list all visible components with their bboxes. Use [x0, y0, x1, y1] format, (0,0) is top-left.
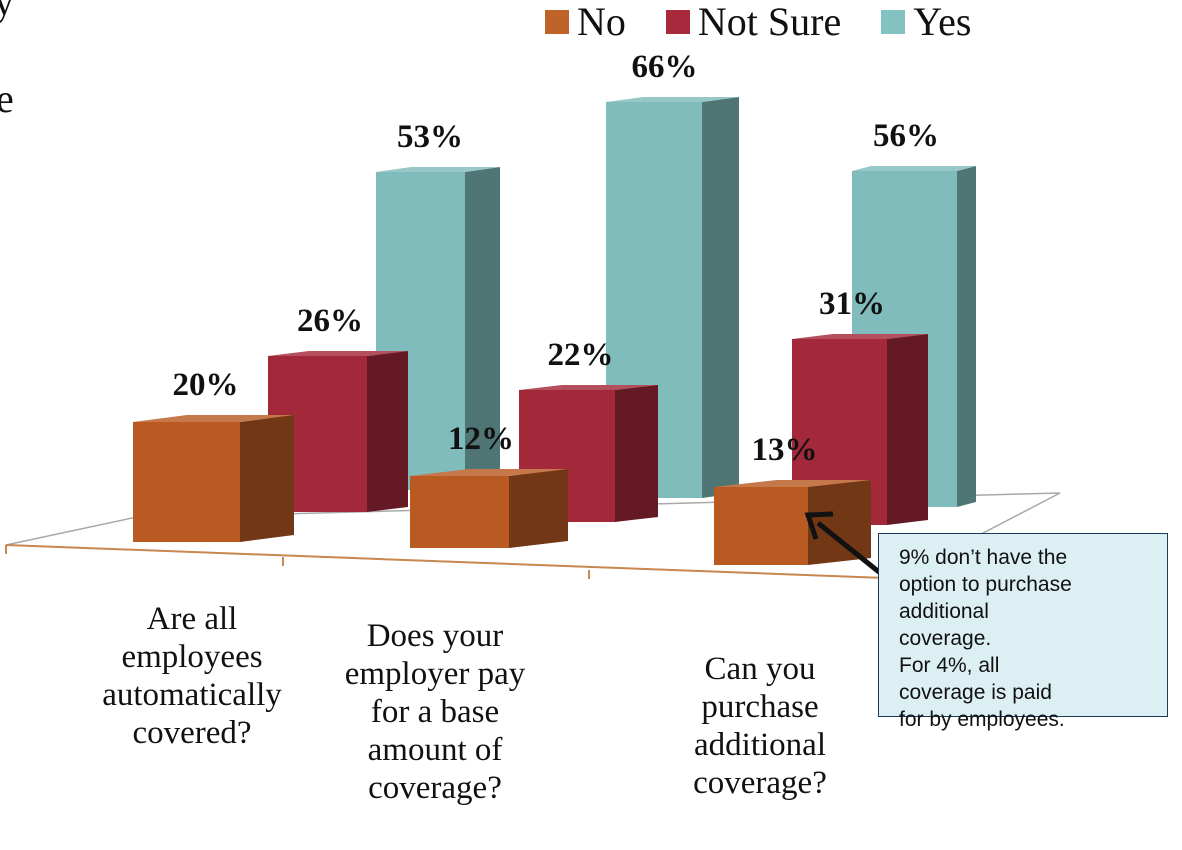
- data-label: 13%: [752, 432, 818, 468]
- category-label-2-line: coverage?: [693, 765, 827, 801]
- bar-side: [367, 351, 408, 512]
- category-label-0-line: Are all: [146, 601, 238, 637]
- bars: [133, 97, 976, 565]
- category-label-1-line: coverage?: [368, 770, 502, 806]
- bar: [410, 469, 568, 548]
- bar: [714, 480, 871, 565]
- bar-front: [410, 476, 509, 548]
- legend-swatch-no: [545, 10, 569, 34]
- legend-label-yes: Yes: [913, 0, 972, 44]
- callout-line: option to purchase: [899, 573, 1072, 596]
- cropped-letter-e: e: [0, 76, 14, 121]
- bar-side: [240, 415, 294, 542]
- bar-side: [465, 167, 500, 490]
- category-label-2-line: purchase: [701, 689, 819, 725]
- bar-side: [887, 334, 928, 525]
- bar-side: [702, 97, 739, 498]
- bar: [133, 415, 294, 542]
- bar: [606, 97, 739, 498]
- callout-box: 9% don’t have the option to purchase add…: [878, 533, 1168, 731]
- callout-line: for by employees.: [899, 708, 1065, 731]
- legend-swatch-yes: [881, 10, 906, 34]
- legend-label-not-sure: Not Sure: [697, 0, 842, 44]
- category-axis: [5, 544, 886, 579]
- bar-top: [714, 480, 871, 487]
- legend-swatch-not-sure: [665, 10, 690, 34]
- category-label-1-line: for a base: [370, 694, 500, 730]
- callout-line: additional: [899, 600, 989, 623]
- category-label-1-line: amount of: [367, 732, 503, 768]
- value-labels: 53% 66% 56% 26% 22% 31% 20% 12% 13%: [173, 49, 940, 468]
- category-label-0-line: automatically: [102, 677, 282, 713]
- legend: No Not Sure Yes: [545, 0, 1011, 44]
- category-label-0-line: employees: [121, 639, 263, 675]
- category-label-2: Can you purchase additional coverage?: [640, 650, 880, 802]
- category-label-2-line: Can you: [704, 651, 816, 687]
- cropped-letter-y: y: [0, 0, 14, 24]
- category-label-0: Are all employees automatically covered?: [72, 600, 312, 752]
- bar-side: [957, 166, 976, 507]
- bar-side: [509, 469, 568, 548]
- data-label: 56%: [873, 118, 939, 154]
- callout-line: coverage is paid: [899, 681, 1052, 704]
- arrow-head: [804, 511, 834, 540]
- category-label-1: Does your employer pay for a base amount…: [310, 617, 560, 807]
- bar-top: [133, 415, 294, 422]
- callout-line: 9% don’t have the: [899, 546, 1068, 569]
- bar-top: [792, 334, 928, 339]
- callout-line: For 4%, all: [899, 654, 1000, 677]
- data-label: 20%: [173, 367, 239, 403]
- bar-side: [615, 385, 658, 522]
- legend-item-no: No: [545, 0, 626, 44]
- bar-front: [714, 487, 808, 565]
- category-label-0-line: covered?: [132, 715, 252, 751]
- bar-top: [376, 167, 500, 172]
- bar-side: [808, 480, 871, 565]
- category-label-1-line: employer pay: [344, 656, 526, 692]
- bar-top: [410, 469, 568, 476]
- arrow-shaft: [816, 521, 886, 578]
- legend-item-not-sure: Not Sure: [665, 0, 842, 44]
- data-label: 26%: [297, 303, 363, 339]
- bar-top: [519, 385, 658, 390]
- data-label: 31%: [819, 286, 885, 322]
- bar-front: [133, 422, 240, 542]
- bar-top: [268, 351, 408, 356]
- chart-floor: [5, 492, 1061, 579]
- data-label: 12%: [448, 421, 514, 457]
- data-label: 53%: [397, 119, 463, 155]
- data-label: 22%: [548, 337, 614, 373]
- legend-label-no: No: [577, 0, 626, 44]
- callout-arrow: [804, 511, 886, 578]
- bar-top: [852, 166, 976, 171]
- category-label-2-line: additional: [694, 727, 826, 763]
- data-label: 66%: [632, 49, 698, 85]
- category-label-1-line: Does your: [366, 618, 504, 654]
- legend-item-yes: Yes: [881, 0, 971, 44]
- callout-line: coverage.: [899, 627, 992, 650]
- bar-top: [606, 97, 739, 102]
